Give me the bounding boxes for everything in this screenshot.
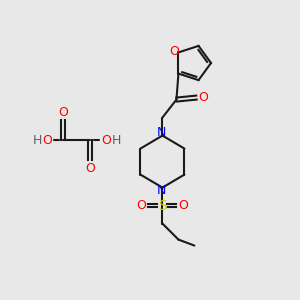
Text: O: O xyxy=(199,91,208,104)
Text: O: O xyxy=(101,134,111,146)
Text: H: H xyxy=(111,134,121,146)
Text: O: O xyxy=(136,199,146,212)
Text: N: N xyxy=(157,126,166,139)
Text: O: O xyxy=(169,45,179,58)
Text: H: H xyxy=(32,134,42,146)
Text: O: O xyxy=(85,161,95,175)
Text: O: O xyxy=(58,106,68,118)
Text: S: S xyxy=(158,199,167,213)
Text: N: N xyxy=(157,184,166,197)
Text: O: O xyxy=(178,199,188,212)
Text: O: O xyxy=(42,134,52,146)
